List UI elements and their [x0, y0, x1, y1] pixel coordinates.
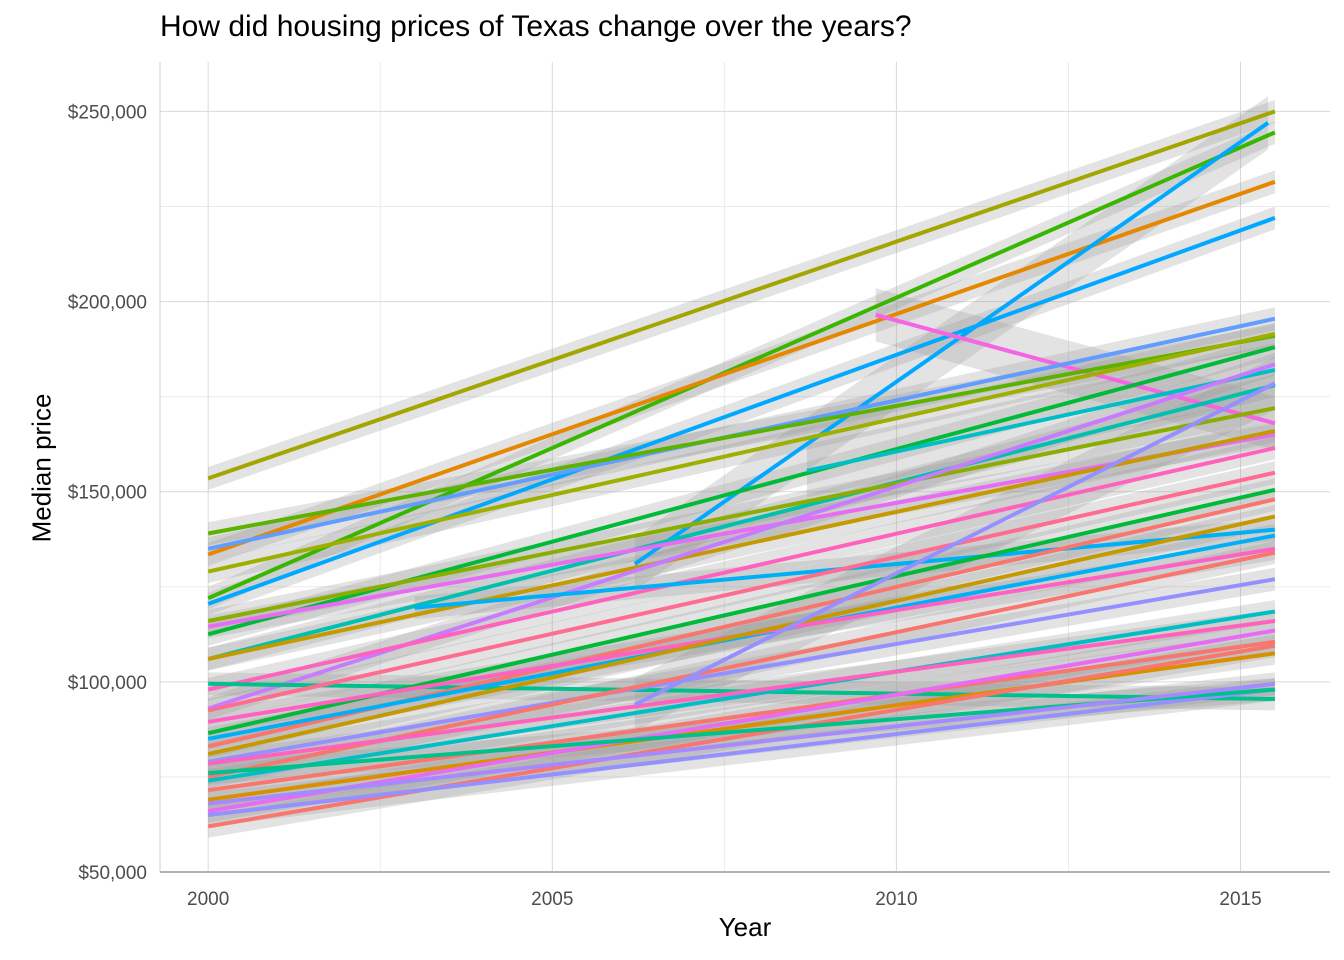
series-line-14 [207, 428, 1276, 661]
series-line-1 [207, 109, 1276, 481]
series-line-33 [207, 643, 1276, 829]
series-line-2 [207, 130, 1276, 601]
series-line-layer [207, 109, 1276, 829]
series-line-4 [207, 216, 1276, 606]
series-line-26 [207, 577, 1276, 764]
series-line-32 [207, 628, 1276, 814]
series-line-11 [207, 383, 1276, 661]
y-tick-label: $100,000 [68, 673, 147, 694]
series-line-36 [207, 681, 1276, 806]
series-line-37 [634, 381, 1276, 707]
series-line-29 [207, 619, 1276, 766]
series-line-30 [207, 639, 1276, 793]
series-line-17 [207, 446, 1276, 692]
series-line-20 [207, 470, 1276, 713]
x-tick-label: 2005 [531, 889, 573, 910]
y-tick-label: $50,000 [78, 863, 147, 884]
x-axis-title: Year [718, 912, 772, 942]
series-line-28 [207, 609, 1276, 783]
y-tick-label: $250,000 [68, 102, 147, 123]
series-line-9 [207, 331, 1276, 574]
series-line-25 [207, 514, 1276, 757]
x-tick-label: 2000 [187, 889, 229, 910]
y-tick-label: $150,000 [68, 483, 147, 504]
series-line-15 [806, 368, 1276, 473]
series-line-6 [875, 312, 1276, 426]
series-line-34 [207, 687, 1276, 817]
series-line-12 [207, 406, 1276, 623]
series-line-8 [207, 333, 1276, 536]
x-tick-label: 2015 [1219, 889, 1261, 910]
x-tick-label: 2010 [875, 889, 917, 910]
series-line-13 [207, 432, 1276, 629]
chart-title: How did housing prices of Texas change o… [160, 10, 912, 43]
y-tick-label: $200,000 [68, 293, 147, 314]
axis-layer: $50,000 $100,000 $150,000 $200,000 $250,000 2… [68, 62, 1330, 910]
